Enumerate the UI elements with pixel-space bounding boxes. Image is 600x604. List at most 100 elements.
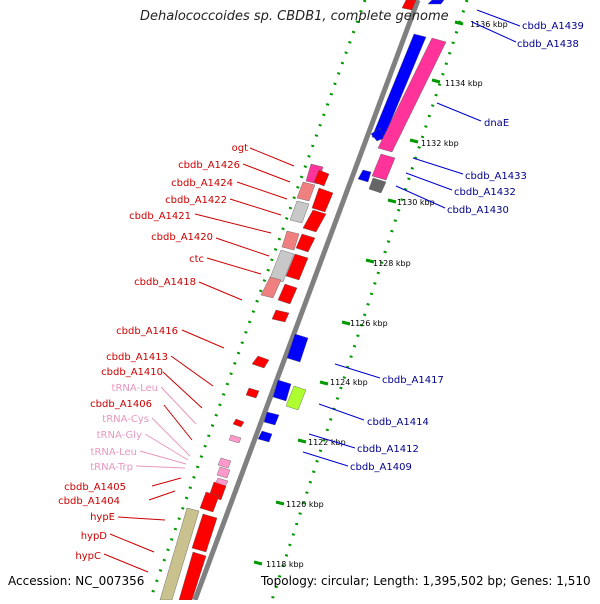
gene-arrow [357, 169, 372, 183]
left-leader-lines [103, 147, 295, 573]
leader-line [144, 433, 189, 461]
gene-cbdb-a1404 [199, 491, 220, 513]
tick-mark [341, 320, 351, 326]
label-cbdb-a1422[interactable]: cbdb_A1422 [165, 195, 227, 206]
leader-line [236, 181, 288, 200]
right-gene-labels: cbdb_A1439 cbdb_A1438 dnaE cbdb_A1433 cb… [350, 21, 584, 473]
label-cbdb-a1426[interactable]: cbdb_A1426 [178, 160, 240, 171]
genome-title: Dehalococcoides sp. CBDB1, complete geno… [140, 9, 449, 24]
leader-line [151, 417, 191, 457]
label-dnaE[interactable]: dnaE [484, 118, 509, 129]
gene-cbdb-a1421 [302, 209, 327, 233]
tick-label: 1122 kbp [308, 438, 346, 447]
trna-leu [217, 457, 232, 469]
label-hypC[interactable]: hypC [75, 551, 101, 562]
label-cbdb-a1438[interactable]: cbdb_A1438 [517, 39, 579, 50]
tick-mark [387, 198, 397, 204]
label-cbdb-a1409[interactable]: cbdb_A1409 [350, 462, 412, 473]
label-cbdb-a1430[interactable]: cbdb_A1430 [447, 205, 509, 216]
leader-line [198, 281, 243, 301]
leader-line [229, 198, 282, 216]
gene-cbdb-a1426 [296, 181, 316, 202]
label-cbdb-a1421[interactable]: cbdb_A1421 [129, 211, 191, 222]
gene-cbdb-a1416 [271, 309, 290, 323]
tick-label: 1134 kbp [445, 79, 483, 88]
tick-mark [275, 500, 285, 506]
label-cbdb-a1404[interactable]: cbdb_A1404 [58, 496, 120, 507]
topology-text: Topology: circular; Length: 1,395,502 bp… [261, 574, 591, 588]
gene-cbdb-a1417 [286, 333, 309, 363]
leader-line [308, 433, 356, 449]
tick-label: 1130 kbp [397, 198, 435, 207]
left-gene-labels: ogt cbdb_A1426 cbdb_A1424 cbdb_A1422 cbd… [58, 143, 248, 562]
leader-line [405, 172, 453, 191]
gene-arrow [370, 127, 385, 142]
label-cbdb-a1420[interactable]: cbdb_A1420 [151, 232, 213, 243]
label-trna-trp[interactable]: tRNA-Trp [90, 462, 133, 473]
label-cbdb-a1412[interactable]: cbdb_A1412 [357, 444, 419, 455]
label-cbdb-a1405[interactable]: cbdb_A1405 [64, 482, 126, 493]
reverse-strand-genes [257, 0, 445, 443]
label-trna-gly[interactable]: tRNA-Gly [97, 430, 142, 441]
leader-line [162, 371, 203, 409]
gene-pink-block [377, 37, 447, 153]
gene-box [401, 0, 417, 11]
gene-cbdb-a1413 [251, 355, 270, 369]
label-cbdb-a1417[interactable]: cbdb_A1417 [382, 375, 444, 386]
gene-arrow [263, 411, 280, 426]
tick-mark [297, 438, 307, 444]
label-cbdb-a1410[interactable]: cbdb_A1410 [101, 367, 163, 378]
leader-line [206, 257, 262, 275]
leader-line [242, 163, 291, 183]
leader-line [412, 157, 464, 175]
label-cbdb-a1424[interactable]: cbdb_A1424 [171, 178, 233, 189]
tick-mark [409, 138, 419, 144]
label-trna-cys[interactable]: tRNA-Cys [102, 414, 149, 425]
leader-line [215, 237, 270, 257]
tick-label: 1136 kbp [470, 20, 508, 29]
label-cbdb-a1416[interactable]: cbdb_A1416 [116, 326, 178, 337]
label-cbdb-a1432[interactable]: cbdb_A1432 [454, 187, 516, 198]
reverse-strand-features [285, 37, 447, 411]
gene-cbdb-a1409 [257, 430, 273, 443]
gene-arrow [272, 379, 292, 402]
label-hypE[interactable]: hypE [90, 512, 115, 523]
leader-line [117, 516, 166, 521]
tick-label: 1124 kbp [330, 378, 368, 387]
gene-arrow [313, 169, 330, 187]
label-cbdb-a1433[interactable]: cbdb_A1433 [465, 171, 527, 182]
label-cbdb-a1418[interactable]: cbdb_A1418 [134, 277, 196, 288]
leader-line [471, 21, 517, 43]
label-ctc[interactable]: ctc [189, 254, 204, 265]
trna-cys [228, 434, 242, 444]
tick-mark [253, 560, 263, 566]
label-cbdb-a1413[interactable]: cbdb_A1413 [106, 352, 168, 363]
tick-mark [454, 20, 464, 26]
accession-text: Accession: NC_007356 [8, 574, 145, 588]
leader-line [170, 355, 214, 387]
right-leader-lines [302, 9, 521, 467]
leader-line [318, 403, 365, 421]
leader-line [160, 386, 197, 425]
tick-label: 1126 kbp [350, 319, 388, 328]
leader-line [135, 465, 186, 469]
leader-line [109, 533, 155, 553]
gene-cbdb-a1420 [281, 230, 300, 251]
tick-label: 1132 kbp [421, 139, 459, 148]
label-cbdb-a1406[interactable]: cbdb_A1406 [90, 399, 152, 410]
trna-leader-lines [135, 386, 197, 469]
label-hypD[interactable]: hypD [81, 531, 108, 542]
label-ogt[interactable]: ogt [232, 143, 248, 154]
leader-line [148, 490, 176, 501]
label-trna-leu-2[interactable]: tRNA-Leu [91, 447, 137, 458]
gene-arrow [295, 233, 316, 253]
tick-label: 1120 kbp [286, 500, 324, 509]
label-cbdb-a1439[interactable]: cbdb_A1439 [522, 21, 584, 32]
gene-cbdb-a1406 [232, 418, 245, 428]
label-cbdb-a1414[interactable]: cbdb_A1414 [367, 417, 429, 428]
kbp-tick-marks [253, 20, 464, 566]
leader-line [436, 102, 482, 122]
label-trna-leu-1[interactable]: tRNA-Leu [112, 383, 158, 394]
gene-arrow [285, 253, 309, 281]
